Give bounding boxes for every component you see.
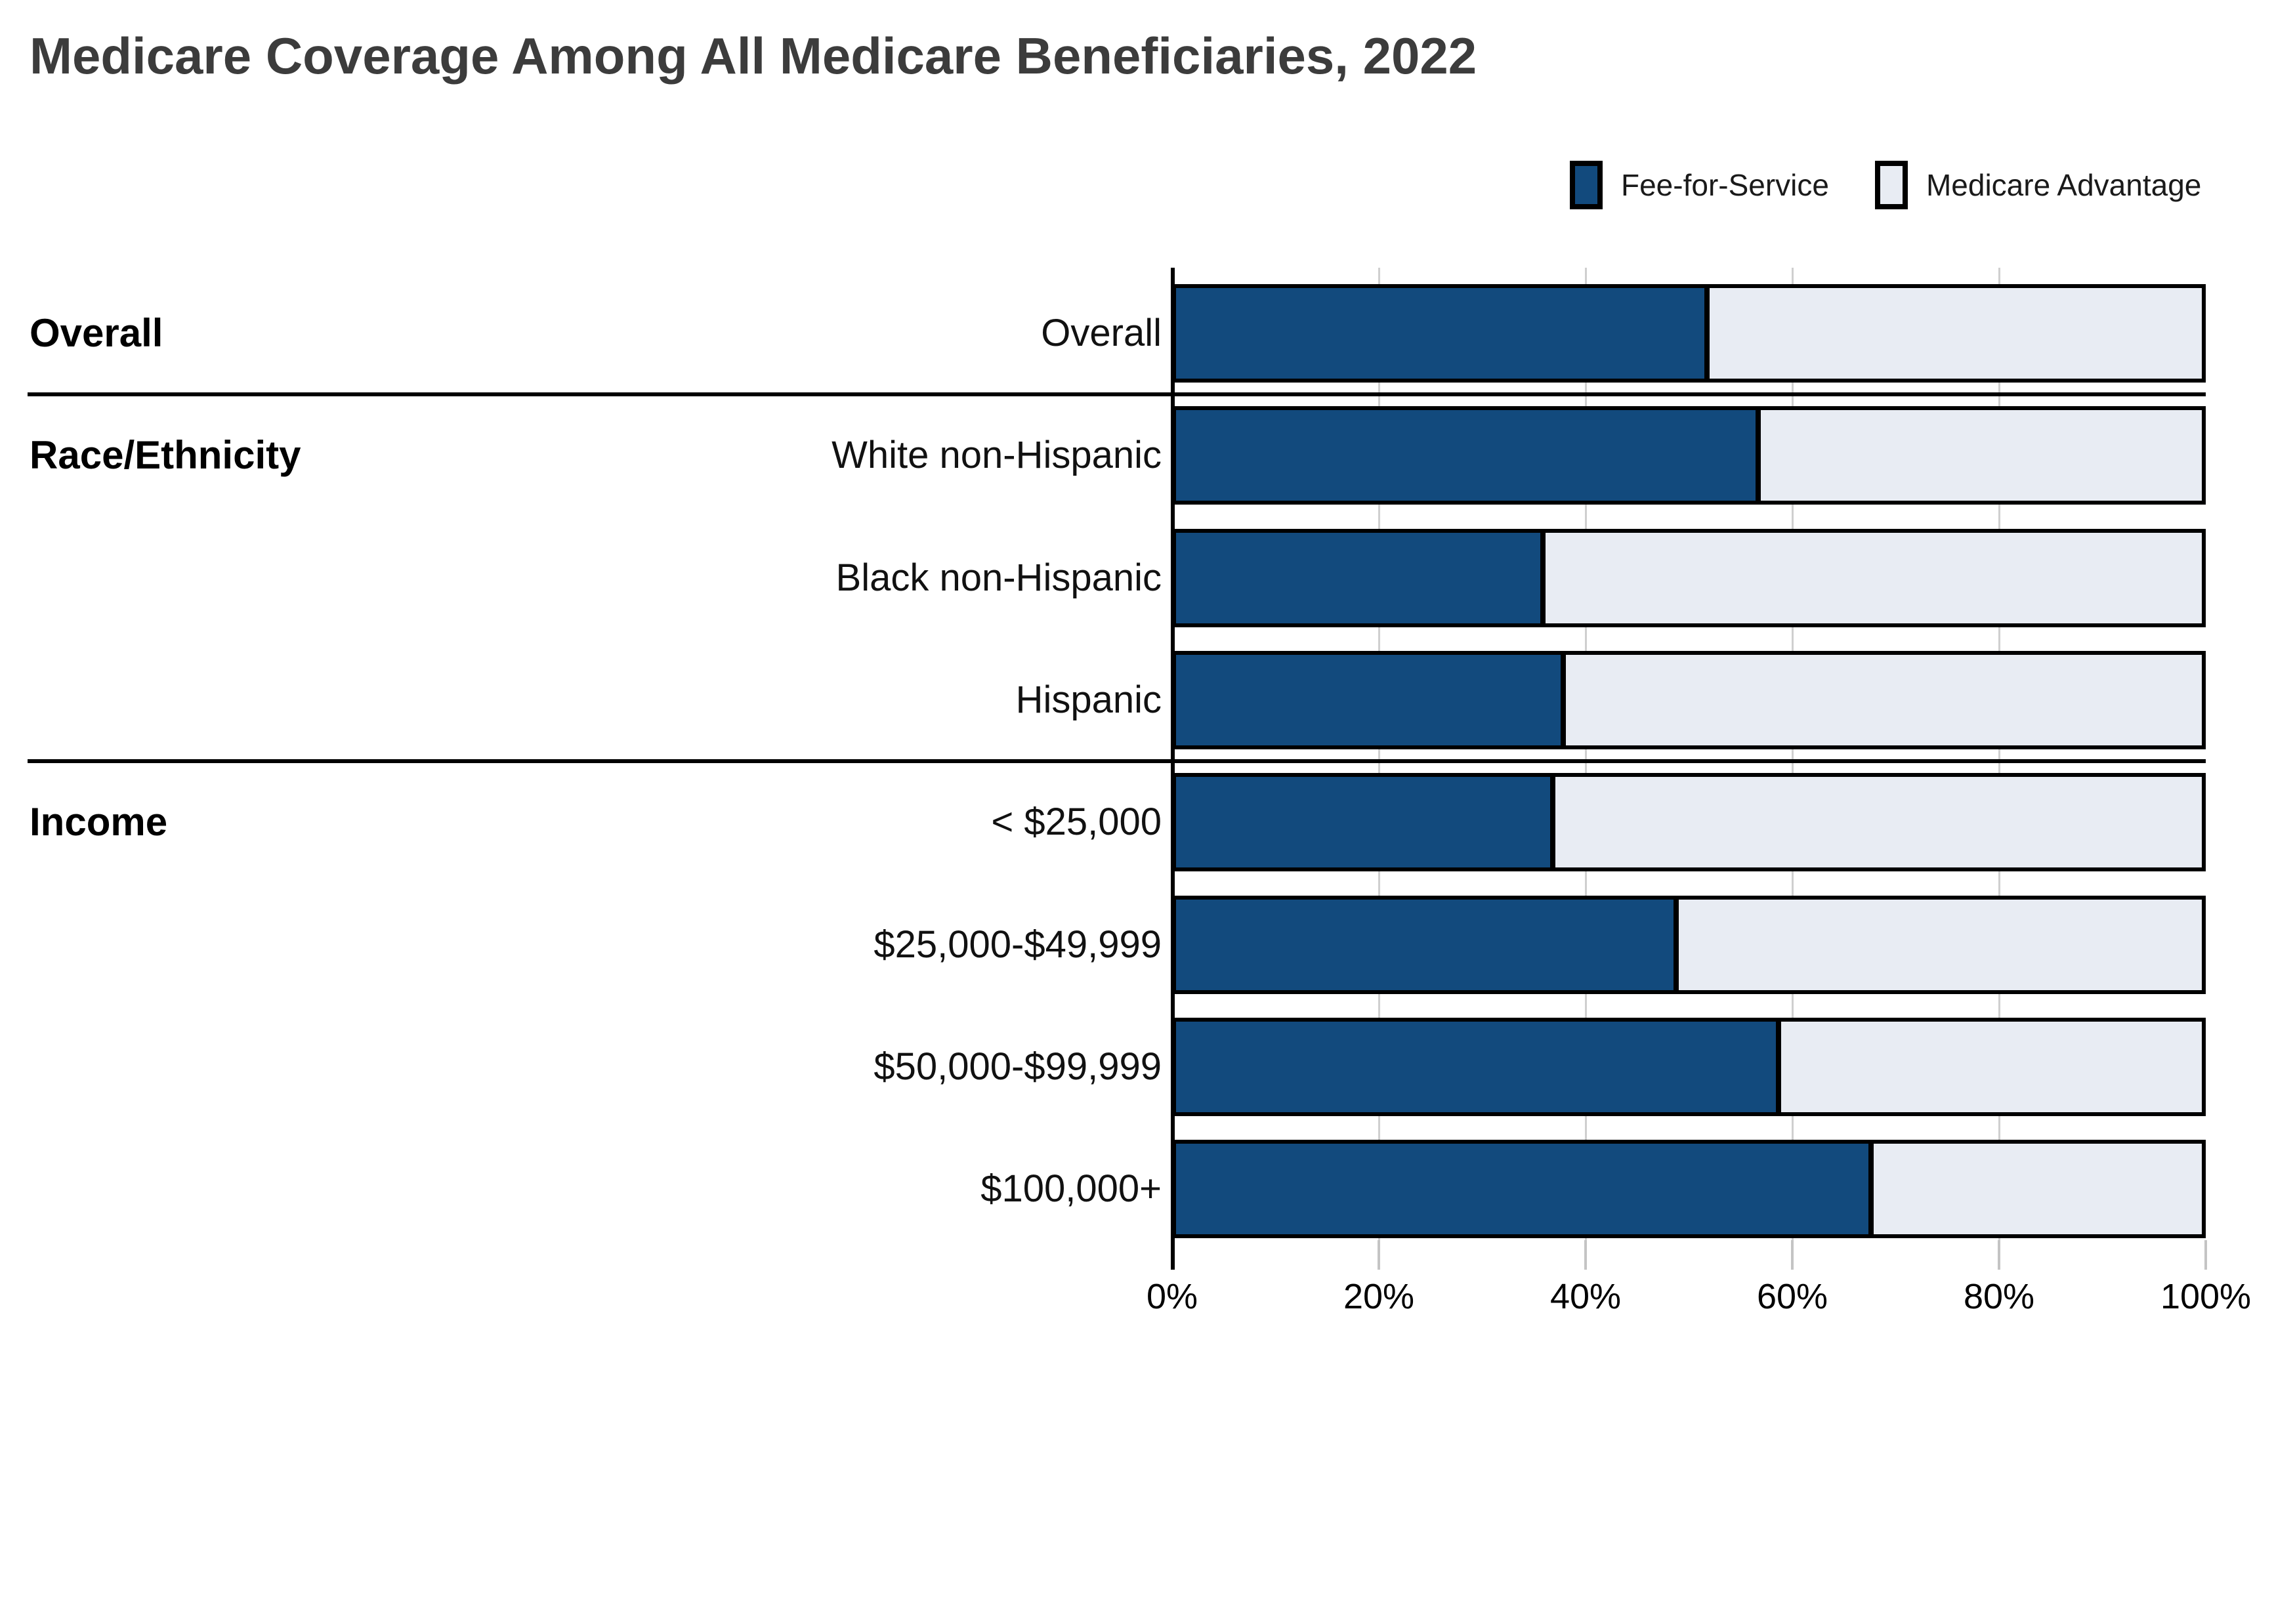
fee-for-service-segment: [1176, 899, 1679, 990]
legend: Fee-for-Service Medicare Advantage: [1570, 161, 2201, 209]
axis-tick-100: [2204, 1240, 2207, 1270]
bar-row: [1172, 1140, 2206, 1239]
category-label: < $25,000: [991, 801, 1162, 844]
axis-tick-label: 0%: [1146, 1277, 1198, 1316]
y-axis-line: [1171, 268, 1175, 1270]
chart-title: Medicare Coverage Among All Medicare Ben…: [30, 27, 1477, 85]
bar-row: [1172, 895, 2206, 994]
axis-tick-20: [1378, 1240, 1380, 1270]
group-label: Income: [30, 800, 168, 844]
axis-tick-label: 100%: [2160, 1277, 2252, 1316]
bar-row: [1172, 406, 2206, 505]
medicare-advantage-swatch-icon: [1874, 161, 1908, 209]
legend-label: Fee-for-Service: [1621, 168, 1829, 202]
category-label: White non-Hispanic: [832, 434, 1162, 477]
gridline-60: [1792, 268, 1794, 1240]
fee-for-service-segment: [1176, 777, 1556, 868]
category-label: $50,000-$99,999: [874, 1045, 1162, 1088]
legend-item-fee-for-service: Fee-for-Service: [1570, 161, 1829, 209]
fee-for-service-segment: [1176, 1021, 1782, 1112]
bar-row: [1172, 1017, 2206, 1116]
bar-row: [1172, 650, 2206, 749]
legend-label: Medicare Advantage: [1926, 168, 2202, 202]
axis-tick-label: 20%: [1343, 1277, 1415, 1316]
group-separator: [28, 759, 2206, 764]
group-separator: [28, 392, 2206, 397]
axis-tick-label: 40%: [1549, 1277, 1622, 1316]
fee-for-service-segment: [1176, 1144, 1874, 1235]
category-label: $100,000+: [980, 1167, 1162, 1211]
axis-tick-label: 80%: [1963, 1277, 2035, 1316]
category-label: Overall: [1041, 312, 1162, 354]
category-label: Black non-Hispanic: [835, 556, 1162, 599]
axis-tick-label: 60%: [1756, 1277, 1828, 1316]
bar-row: [1172, 528, 2206, 627]
fee-for-service-segment: [1176, 654, 1566, 745]
group-label: Race/Ethnicity: [30, 433, 301, 478]
fee-for-service-segment: [1176, 532, 1546, 623]
gridline-40: [1585, 268, 1587, 1240]
axis-tick-80: [1998, 1240, 2000, 1270]
fee-for-service-swatch-icon: [1570, 161, 1603, 209]
gridline-20: [1378, 268, 1380, 1240]
legend-item-medicare-advantage: Medicare Advantage: [1874, 161, 2202, 209]
category-label: $25,000-$49,999: [874, 923, 1162, 966]
category-label: Hispanic: [1015, 678, 1162, 721]
fee-for-service-segment: [1176, 288, 1710, 379]
axis-tick-60: [1791, 1240, 1794, 1270]
fee-for-service-segment: [1176, 410, 1761, 501]
gridline-80: [1998, 268, 2000, 1240]
bar-row: [1172, 284, 2206, 383]
bar-row: [1172, 773, 2206, 872]
group-label: Overall: [30, 311, 163, 355]
plot-area: 0% 20% 40% 60% 80% 100%: [1147, 268, 2251, 1316]
axis-tick-40: [1584, 1240, 1587, 1270]
